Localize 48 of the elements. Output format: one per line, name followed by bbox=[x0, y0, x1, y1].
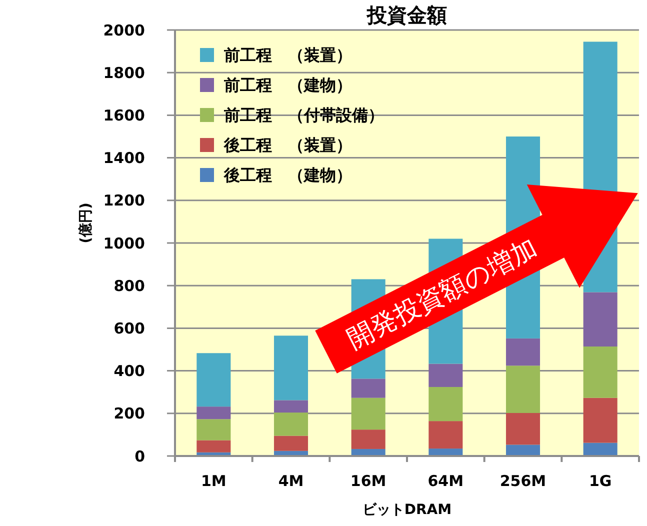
y-tick-label: 1400 bbox=[103, 149, 145, 168]
y-tick-label: 400 bbox=[114, 362, 145, 380]
x-tick-label: 1M bbox=[200, 472, 226, 490]
x-tick-label: 1G bbox=[588, 472, 612, 490]
bar bbox=[274, 412, 308, 436]
y-tick-label: 0 bbox=[134, 447, 145, 466]
y-tick-label: 1200 bbox=[103, 192, 145, 210]
legend-label: 前工程 （付帯設備） bbox=[223, 106, 384, 125]
x-axis-title: ビットDRAM bbox=[362, 502, 452, 518]
bar bbox=[351, 430, 386, 449]
bar bbox=[428, 386, 463, 422]
bar bbox=[583, 292, 618, 347]
bar bbox=[196, 353, 231, 407]
bar bbox=[196, 440, 231, 452]
x-tick-label: 64M bbox=[428, 472, 464, 490]
bar bbox=[351, 398, 386, 430]
bar bbox=[351, 378, 386, 398]
legend-label: 後工程 （建物） bbox=[223, 166, 352, 185]
x-tick-label: 4M bbox=[278, 472, 304, 490]
y-tick-label: 800 bbox=[114, 276, 145, 295]
legend-label: 前工程 （装置） bbox=[223, 46, 352, 65]
bar bbox=[428, 364, 463, 387]
x-tick-label: 256M bbox=[500, 472, 546, 490]
bar bbox=[428, 421, 463, 449]
bar bbox=[274, 436, 308, 451]
bar bbox=[583, 442, 618, 456]
bar bbox=[196, 406, 231, 420]
chart-title: 投資金額 bbox=[366, 3, 447, 27]
y-tick-label: 200 bbox=[114, 404, 145, 423]
x-tick-label: 16M bbox=[350, 472, 386, 490]
bar bbox=[274, 400, 308, 413]
bar bbox=[506, 444, 540, 456]
bar bbox=[583, 346, 618, 398]
y-tick-label: 1600 bbox=[103, 106, 145, 124]
bar bbox=[196, 419, 231, 440]
legend-label: 前工程 （建物） bbox=[223, 76, 352, 95]
bar bbox=[506, 338, 540, 366]
y-axis-title: (億円) bbox=[77, 202, 94, 244]
y-tick-label: 600 bbox=[114, 319, 145, 338]
y-tick-label: 2000 bbox=[103, 21, 145, 40]
annotation: 開発投資額の増加 bbox=[342, 233, 542, 355]
bar bbox=[506, 412, 540, 445]
legend-label: 後工程 （装置） bbox=[223, 136, 352, 155]
bar bbox=[583, 398, 618, 443]
y-tick-label: 1000 bbox=[103, 234, 145, 252]
bar bbox=[274, 336, 308, 400]
y-tick-label: 1800 bbox=[103, 64, 145, 82]
bar bbox=[506, 366, 540, 413]
